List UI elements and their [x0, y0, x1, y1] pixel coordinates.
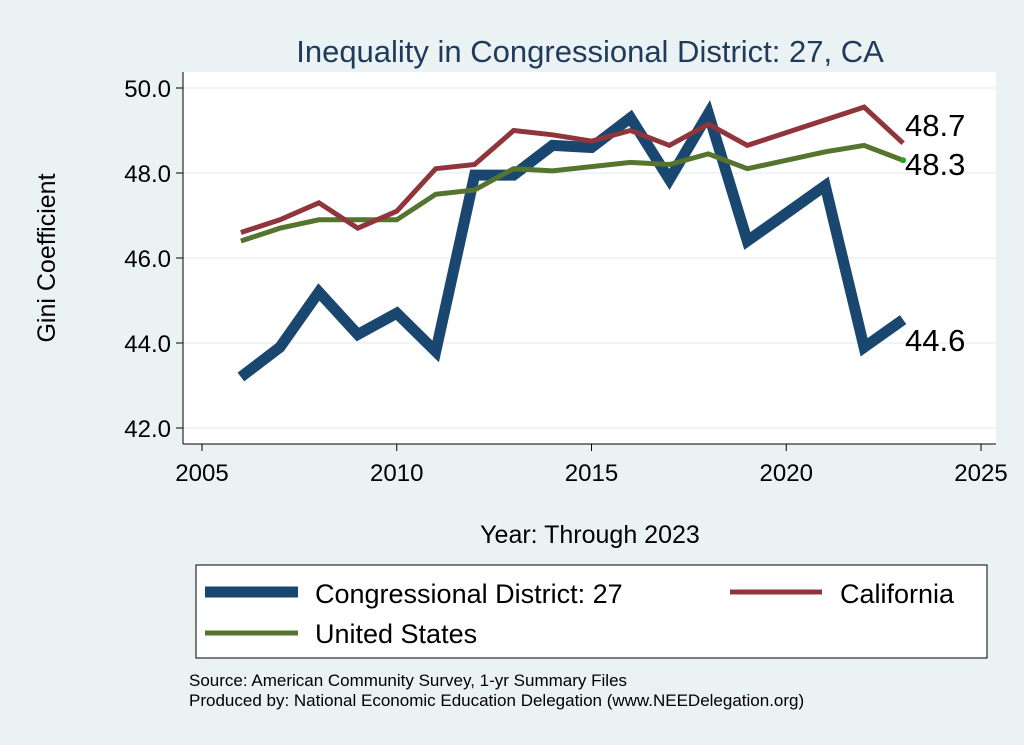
x-tick-label: 2010	[370, 460, 423, 487]
y-tick-label: 42.0	[124, 416, 171, 443]
y-tick-label: 44.0	[124, 331, 171, 358]
x-tick-label: 2015	[565, 460, 618, 487]
chart-title: Inequality in Congressional District: 27…	[296, 34, 884, 69]
legend-label-united-states: United States	[315, 619, 477, 649]
series-line	[240, 104, 905, 235]
series-end-marker	[900, 157, 907, 164]
y-ticks: 42.0 44.0 46.0 48.0 50.0	[124, 76, 183, 443]
producer-line: Produced by: National Economic Education…	[189, 691, 805, 710]
legend-label-california: California	[840, 579, 955, 609]
x-axis-title: Year: Through 2023	[480, 521, 700, 549]
legend-box	[195, 564, 988, 659]
y-tick-label: 50.0	[124, 76, 171, 103]
series-end-label: 48.3	[905, 147, 965, 182]
x-tick-label: 2020	[760, 460, 813, 487]
y-tick-label: 48.0	[124, 161, 171, 188]
series-end-label: 44.6	[905, 323, 965, 358]
legend-label-cd27: Congressional District: 27	[315, 579, 623, 609]
series-line	[237, 99, 907, 382]
series-line	[240, 142, 904, 244]
gridlines	[183, 87, 996, 429]
x-tick-label: 2025	[954, 460, 1007, 487]
source-line: Source: American Community Survey, 1-yr …	[189, 671, 628, 690]
end-labels: 44.6 48.7 48.3	[905, 108, 965, 358]
y-axis-title: Gini Coefficient	[33, 173, 61, 342]
x-ticks: 2005 2010 2015 2020 2025	[175, 444, 1008, 487]
y-tick-label: 46.0	[124, 246, 171, 273]
x-tick-label: 2005	[175, 460, 228, 487]
series-lines	[237, 99, 907, 382]
series-end-label: 48.7	[905, 108, 965, 143]
